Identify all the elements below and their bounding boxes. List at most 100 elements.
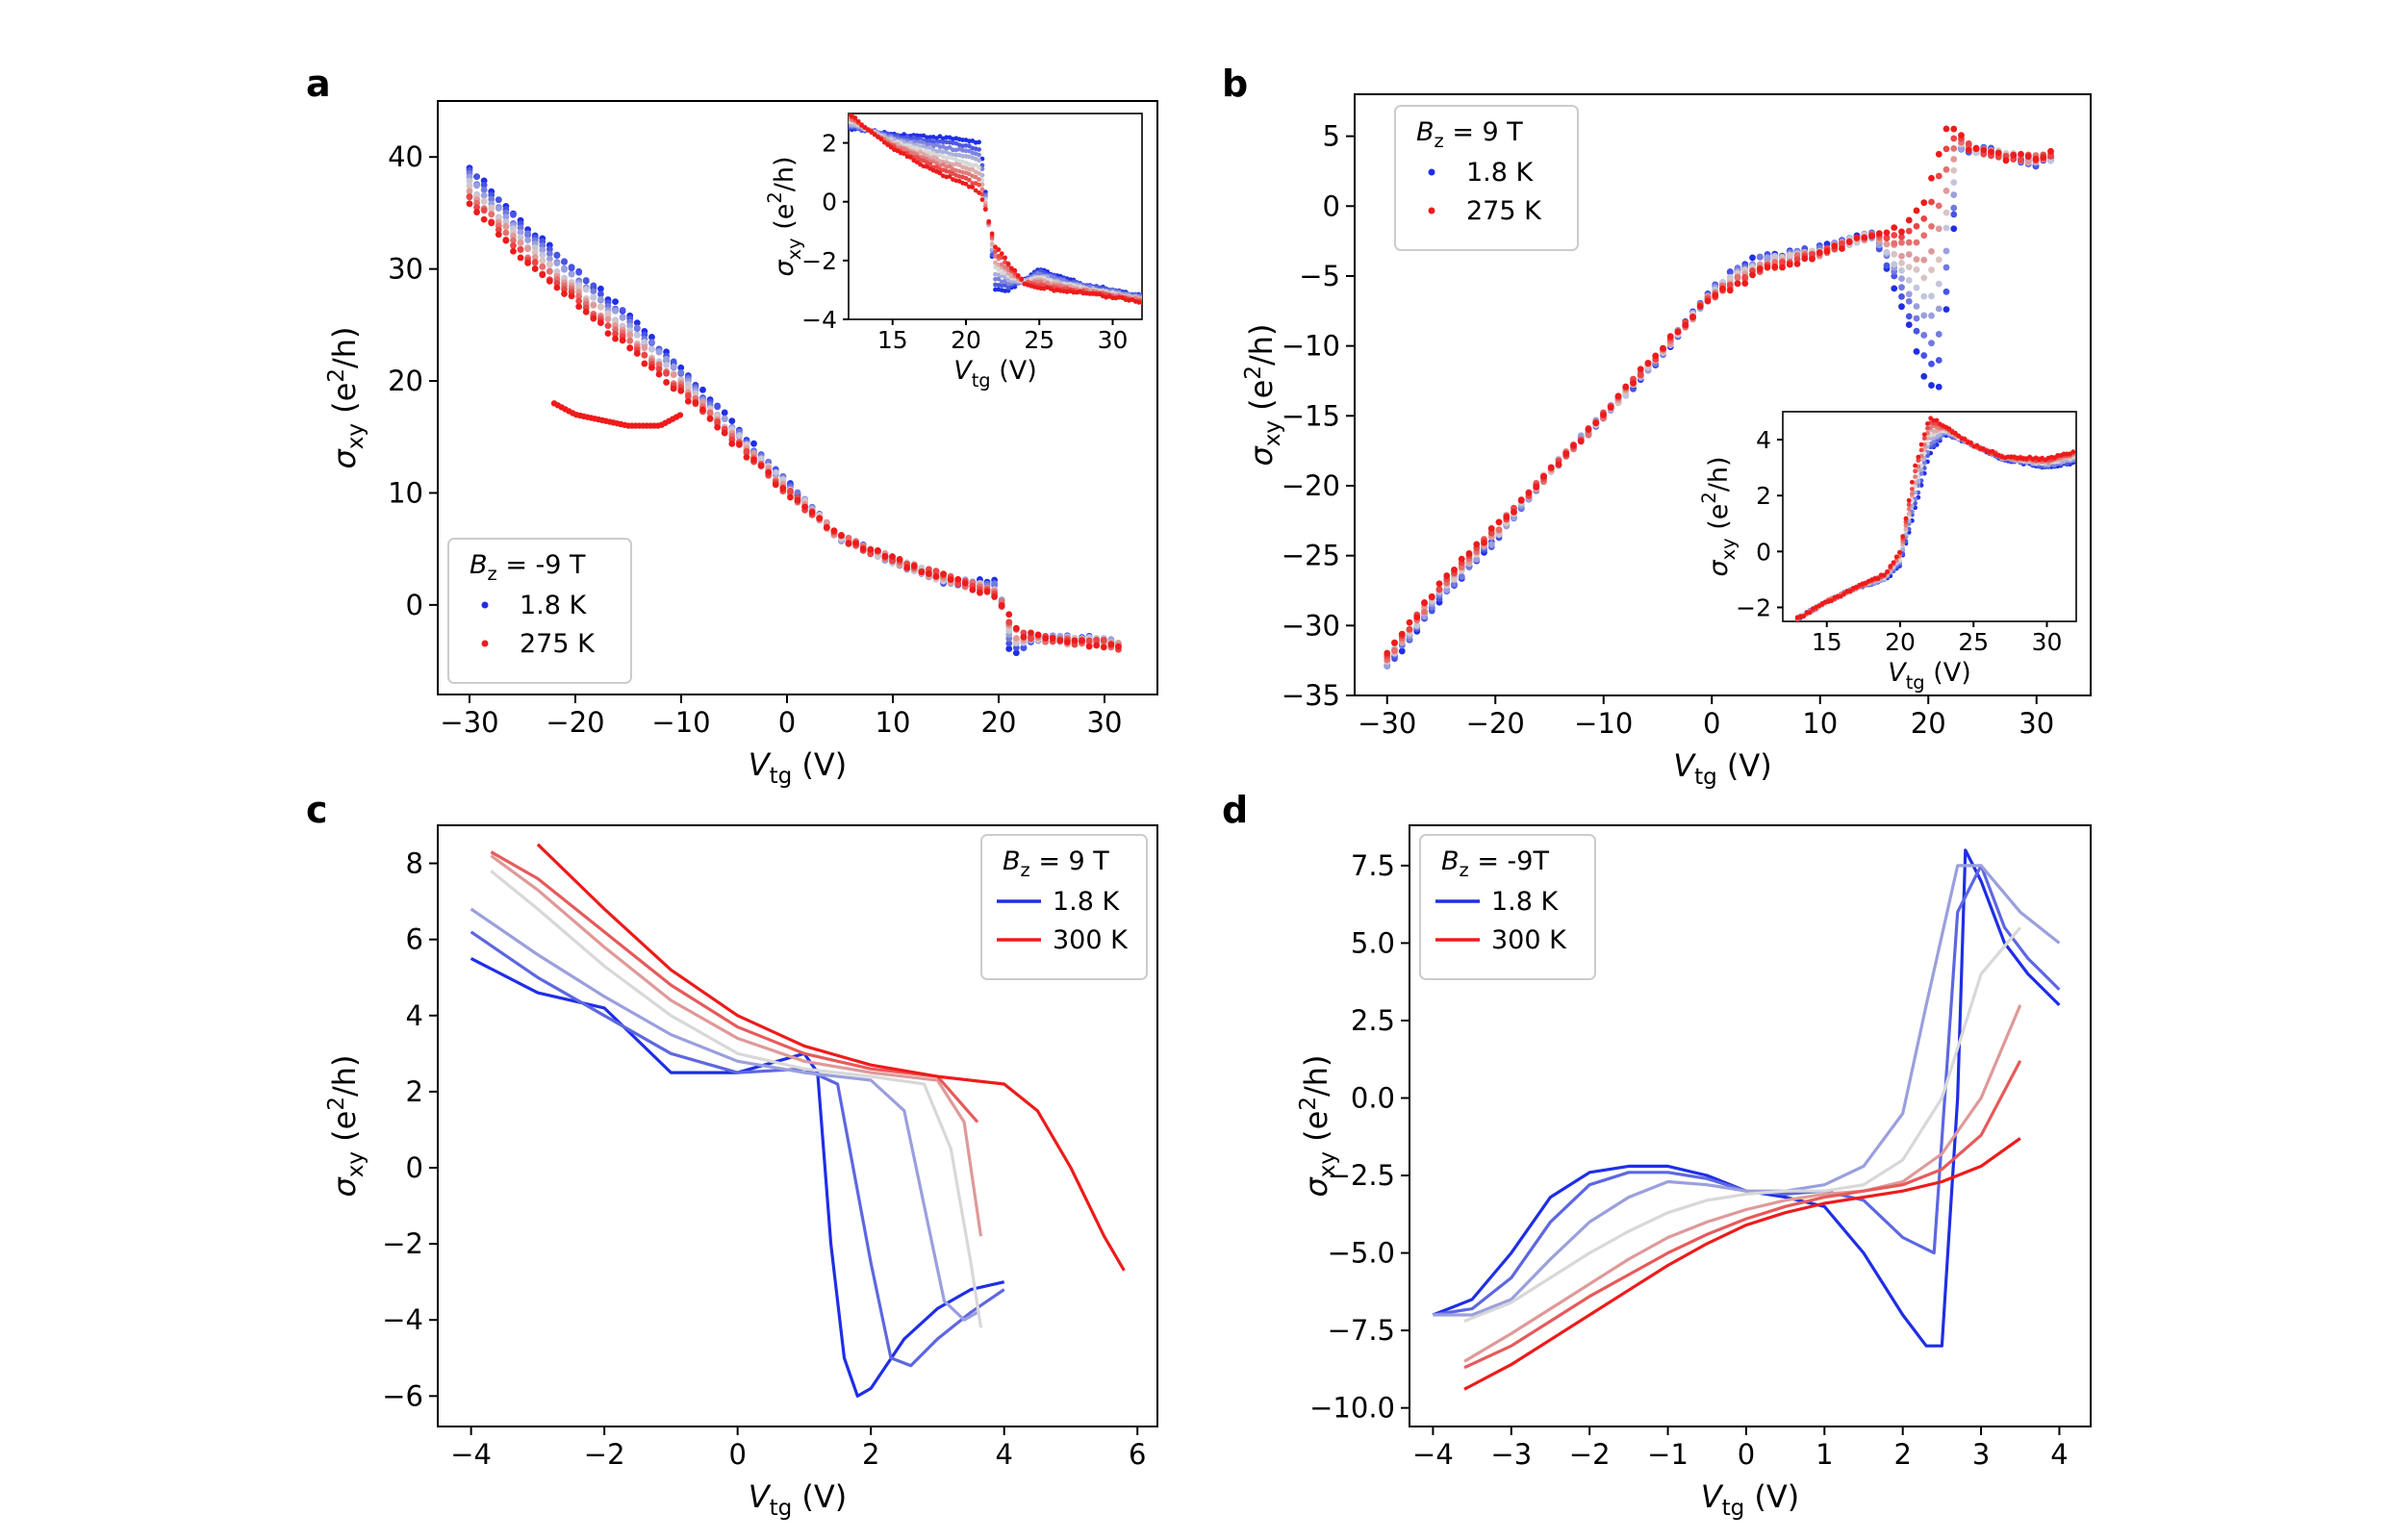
data-point	[934, 156, 939, 162]
data-point	[1801, 255, 1809, 263]
data-point	[940, 139, 946, 145]
x-tick-label: 15	[1812, 628, 1842, 656]
data-point	[633, 350, 641, 357]
data-point	[633, 319, 641, 327]
data-point	[1931, 432, 1937, 438]
data-point	[2018, 157, 2024, 164]
data-point	[1913, 265, 1920, 273]
data-point	[1473, 541, 1481, 548]
x-axis-label: Vtg (V)	[953, 356, 1037, 391]
data-point	[1920, 199, 1928, 207]
data-point	[1905, 239, 1913, 246]
x-axis-label: Vtg (V)	[1701, 1478, 1800, 1521]
data-point	[1458, 555, 1465, 563]
panel-letter-c: c	[306, 789, 328, 831]
data-point	[2032, 155, 2040, 163]
x-axis-label: Vtg (V)	[1673, 747, 1772, 790]
data-point	[517, 234, 524, 241]
data-point	[932, 573, 940, 580]
y-tick-label: −25	[1282, 540, 1340, 572]
data-point	[561, 290, 568, 297]
data-point	[1079, 637, 1085, 644]
data-point	[517, 246, 524, 253]
data-point	[1511, 508, 1517, 516]
data-point	[1115, 644, 1122, 650]
series-line-mid-3	[490, 870, 983, 1328]
data-point	[979, 197, 985, 202]
data-point	[1946, 426, 1952, 432]
data-point	[743, 453, 750, 461]
legend-label: 275 K	[1466, 196, 1542, 226]
data-point	[2052, 455, 2057, 461]
data-point	[626, 344, 634, 352]
data-point	[1809, 255, 1816, 263]
data-point	[1920, 372, 1928, 380]
legend-box	[447, 538, 632, 684]
data-point	[1905, 276, 1913, 284]
data-point	[1931, 439, 1937, 444]
data-point	[1935, 225, 1943, 233]
data-point	[1928, 382, 1935, 389]
data-point	[670, 363, 677, 370]
data-point	[524, 245, 532, 253]
series-line-mid-4	[1463, 1004, 2022, 1363]
data-point	[1652, 352, 1660, 360]
data-point	[982, 207, 988, 213]
data-point	[1935, 280, 1943, 288]
data-point	[1585, 431, 1592, 439]
y-tick-label: 0	[822, 189, 837, 216]
data-point	[963, 148, 969, 154]
data-point	[714, 403, 722, 411]
data-point	[488, 219, 495, 227]
data-point	[940, 162, 946, 167]
data-point	[1005, 645, 1013, 652]
data-point	[1900, 534, 1906, 539]
legend-title: Bz = 9 T	[1003, 846, 1109, 881]
data-point	[721, 429, 728, 437]
data-point	[1764, 264, 1771, 271]
data-point	[1928, 340, 1935, 347]
data-point	[2002, 152, 2010, 160]
data-point	[480, 215, 488, 223]
data-point	[1042, 635, 1050, 642]
data-point	[1398, 630, 1406, 638]
data-point	[921, 143, 927, 149]
y-tick-label: 0	[406, 589, 423, 621]
data-point	[977, 152, 981, 158]
data-point	[1435, 580, 1443, 588]
data-point	[582, 308, 590, 316]
legend-label: 1.8 K	[1466, 158, 1535, 188]
data-point	[1107, 641, 1115, 648]
data-point	[677, 368, 685, 376]
data-point	[904, 135, 910, 139]
data-point	[1734, 280, 1741, 288]
data-point	[1458, 572, 1465, 580]
data-point	[480, 207, 488, 215]
x-tick-label: −30	[440, 706, 498, 739]
y-tick-label: −35	[1282, 679, 1340, 712]
data-point	[1406, 625, 1413, 633]
data-point	[546, 261, 553, 267]
data-point	[2040, 154, 2047, 162]
data-point	[849, 114, 851, 116]
x-tick-label: 0	[728, 1438, 746, 1471]
data-point	[466, 200, 473, 208]
data-point	[1906, 506, 1912, 512]
x-tick-label: 6	[1129, 1438, 1146, 1471]
data-point	[1905, 297, 1913, 305]
data-point	[670, 358, 677, 366]
data-point	[466, 188, 473, 195]
data-point	[1779, 264, 1786, 271]
y-tick-label: 4	[1756, 426, 1771, 454]
data-point	[1980, 146, 1988, 154]
data-point	[934, 161, 939, 165]
scatter-family	[1794, 416, 2076, 621]
data-point	[901, 151, 907, 157]
data-point	[757, 463, 765, 469]
data-point	[1898, 228, 1905, 236]
y-tick-label: 2	[822, 130, 837, 158]
data-point	[1005, 285, 1011, 290]
data-point	[2024, 159, 2032, 165]
data-point	[517, 229, 524, 236]
